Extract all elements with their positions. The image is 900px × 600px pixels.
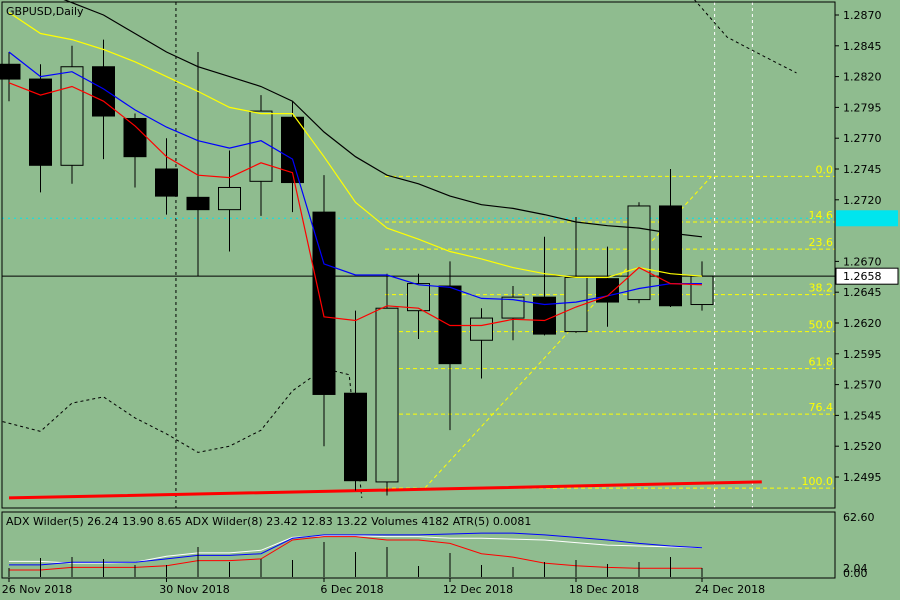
current-price-badge (835, 267, 899, 285)
indicator-line-red (9, 536, 702, 571)
moving-average-black (63, 0, 703, 238)
indicator-panel-border (1, 511, 836, 579)
candle-body-9 (281, 116, 304, 184)
x-tick-label-3: 12 Dec 2018 (443, 583, 513, 596)
fib-level-label-4: 50.0 (809, 319, 834, 332)
candle-body-7 (218, 186, 241, 211)
y-tick-label-6: 1.2720 (843, 194, 882, 207)
y-tick-label-1: 1.2845 (843, 40, 882, 53)
y-tick-label-10: 1.2595 (843, 348, 882, 361)
fib-level-label-5: 61.8 (809, 356, 834, 369)
current-price-label: 1.2658 (843, 270, 882, 283)
y-tick-label-14: 1.2495 (843, 471, 882, 484)
fib-level-label-2: 23.6 (809, 236, 834, 249)
y-tick-label-12: 1.2545 (843, 409, 882, 422)
indicator-y-label-2: 0.00 (843, 567, 868, 580)
candle-body-19 (596, 278, 619, 303)
chart-title: GBPUSD,Daily (6, 5, 84, 18)
envelope-upper-dotted (694, 0, 797, 74)
x-tick-label-1: 30 Nov 2018 (159, 583, 229, 596)
fib-level-label-7: 100.0 (802, 475, 834, 488)
indicator-title: ADX Wilder(5) 26.24 13.90 8.65 ADX Wilde… (6, 515, 531, 528)
candle-body-20 (627, 205, 651, 301)
x-tick-label-5: 24 Dec 2018 (695, 583, 765, 596)
moving-average-blue (8, 51, 702, 306)
candle-body-21 (659, 205, 682, 307)
y-tick-label-2: 1.2820 (843, 71, 882, 84)
y-tick-label-11: 1.2570 (843, 379, 882, 392)
candle-body-11 (344, 392, 367, 482)
y-tick-label-0: 1.2870 (843, 9, 882, 22)
candle-body-5 (155, 168, 178, 197)
candle-body-6 (186, 196, 210, 211)
candle-body-10 (312, 211, 336, 395)
indicator-line-blue (9, 532, 703, 566)
main-price-panel: 0.0 14.6 23.6 38.2 50.0 61.8 76.4 100.0 (0, 0, 835, 508)
x-tick-label-0: 26 Nov 2018 (2, 583, 72, 596)
y-tick-label-7: 1.2670 (843, 255, 882, 268)
candle-body-0 (0, 63, 21, 80)
candle-body-8 (249, 110, 273, 182)
red-trendline (8, 480, 762, 500)
candle-body-13 (407, 283, 430, 312)
y-tick-label-9: 1.2620 (843, 317, 882, 330)
indicator-panel (8, 532, 703, 577)
fib-level-label-3: 38.2 (809, 282, 834, 295)
candle-body-2 (60, 66, 84, 166)
candle-body-4 (123, 117, 147, 158)
x-tick-label-2: 6 Dec 2018 (320, 583, 383, 596)
indicator-y-label-0: 62.60 (843, 511, 875, 524)
fib-level-label-1: 14.6 (809, 209, 834, 222)
moving-average-red (8, 82, 703, 327)
candle-body-22 (690, 275, 714, 306)
fib-level-label-0: 0.0 (816, 163, 834, 176)
indicator-y-label-1: 2.04 (843, 562, 868, 575)
moving-average-yellow (8, 12, 703, 278)
candle-body-1 (29, 78, 52, 166)
candle-body-12 (375, 307, 399, 483)
cyan-price-badge (836, 210, 898, 227)
candle-body-3 (92, 66, 115, 117)
y-tick-label-5: 1.2745 (843, 163, 882, 176)
y-tick-label-8: 1.2645 (843, 286, 882, 299)
fib-level-label-6: 76.4 (809, 401, 834, 414)
y-tick-label-3: 1.2795 (843, 101, 882, 114)
candle-body-16 (501, 296, 525, 319)
candle-body-15 (470, 317, 493, 341)
y-tick-label-4: 1.2770 (843, 132, 882, 145)
x-tick-label-4: 18 Dec 2018 (569, 583, 639, 596)
main-panel-border (1, 1, 836, 509)
y-tick-label-13: 1.2520 (843, 440, 882, 453)
candle-body-17 (533, 296, 556, 335)
